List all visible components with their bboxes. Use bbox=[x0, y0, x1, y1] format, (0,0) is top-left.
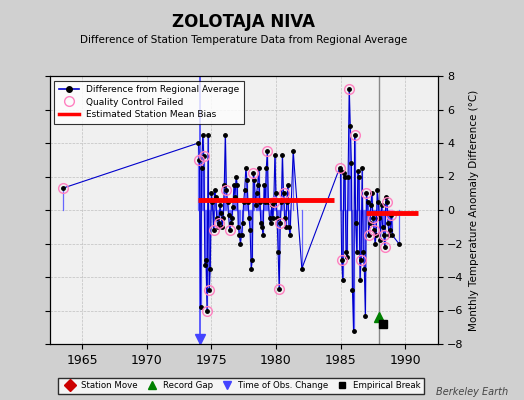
Legend: Difference from Regional Average, Quality Control Failed, Estimated Station Mean: Difference from Regional Average, Qualit… bbox=[54, 80, 244, 124]
Text: ZOLOTAJA NIVA: ZOLOTAJA NIVA bbox=[172, 13, 315, 31]
Text: Difference of Station Temperature Data from Regional Average: Difference of Station Temperature Data f… bbox=[80, 35, 407, 45]
Y-axis label: Monthly Temperature Anomaly Difference (°C): Monthly Temperature Anomaly Difference (… bbox=[470, 89, 479, 331]
Text: Berkeley Earth: Berkeley Earth bbox=[436, 387, 508, 397]
Legend: Station Move, Record Gap, Time of Obs. Change, Empirical Break: Station Move, Record Gap, Time of Obs. C… bbox=[58, 378, 424, 394]
